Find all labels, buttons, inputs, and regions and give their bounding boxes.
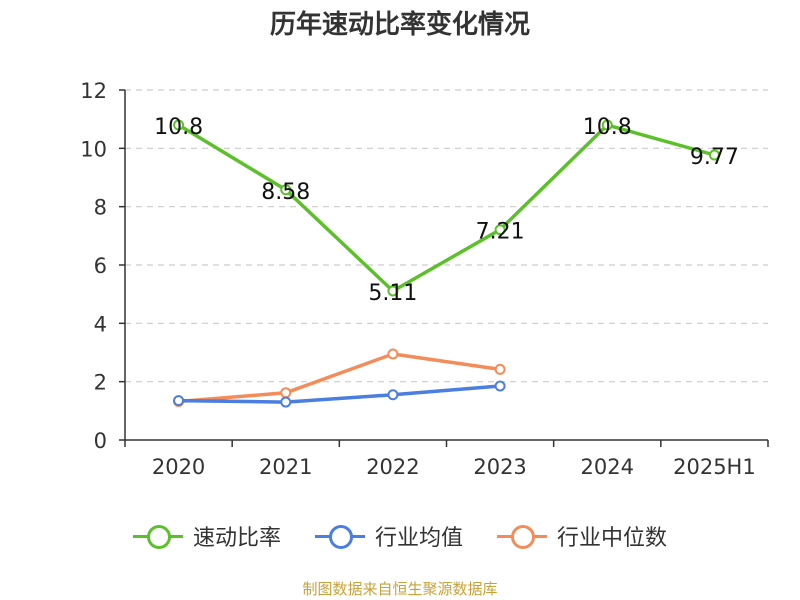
data-label: 10.8 — [583, 115, 632, 140]
legend-label-industry-median: 行业中位数 — [557, 526, 668, 551]
series-line-1 — [178, 384, 501, 404]
series-0-point — [387, 285, 399, 297]
series-2-point — [387, 348, 399, 360]
series-1-point — [494, 380, 506, 392]
series-0-point — [173, 119, 185, 131]
y-tick-label: 0 — [94, 429, 107, 453]
y-tick-label: 6 — [94, 254, 107, 278]
series-0-point — [280, 184, 292, 196]
series-0-point — [708, 149, 720, 161]
legend-swatch-industry-median — [497, 521, 547, 551]
y-tick-label: 2 — [94, 371, 107, 395]
data-label: 8.58 — [261, 180, 310, 205]
series-1-point — [280, 396, 292, 408]
x-tick-label: 2024 — [581, 455, 634, 479]
x-tick-label: 2022 — [366, 455, 419, 479]
data-label: 9.77 — [690, 145, 739, 170]
series-line-2 — [178, 352, 501, 404]
y-tick-label: 4 — [94, 312, 107, 336]
series-2-point — [280, 387, 292, 399]
x-tick-label: 2021 — [259, 455, 312, 479]
legend-label-industry-mean: 行业均值 — [374, 526, 463, 551]
chart-legend: 速动比率 行业均值 行业中位数 — [0, 520, 800, 552]
x-tick-label: 2020 — [152, 455, 205, 479]
series-0-point — [494, 224, 506, 236]
x-tick-label: 2025H1 — [673, 455, 756, 479]
legend-item-industry-median[interactable]: 行业中位数 — [497, 520, 667, 552]
legend-item-industry-mean[interactable]: 行业均值 — [314, 520, 463, 552]
series-1-point — [173, 395, 185, 407]
legend-label-quick-ratio: 速动比率 — [192, 526, 281, 551]
x-tick-label: 2023 — [473, 455, 526, 479]
data-label: 7.21 — [476, 220, 525, 245]
legend-swatch-quick-ratio — [132, 521, 183, 551]
legend-item-quick-ratio[interactable]: 速动比率 — [132, 520, 281, 552]
data-label: 5.11 — [368, 281, 417, 306]
series-0-point — [601, 119, 613, 131]
chart-title: 历年速动比率变化情况 — [269, 10, 530, 40]
y-tick-label: 12 — [80, 79, 107, 103]
data-source-note: 制图数据来自恒生聚源数据库 — [302, 580, 498, 598]
series-line-0 — [177, 123, 715, 293]
series-2-point — [494, 363, 506, 375]
y-tick-label: 8 — [94, 196, 107, 220]
data-label: 10.8 — [154, 115, 203, 140]
y-tick-label: 10 — [80, 137, 107, 161]
series-1-point — [387, 389, 399, 401]
legend-swatch-industry-mean — [314, 521, 365, 551]
